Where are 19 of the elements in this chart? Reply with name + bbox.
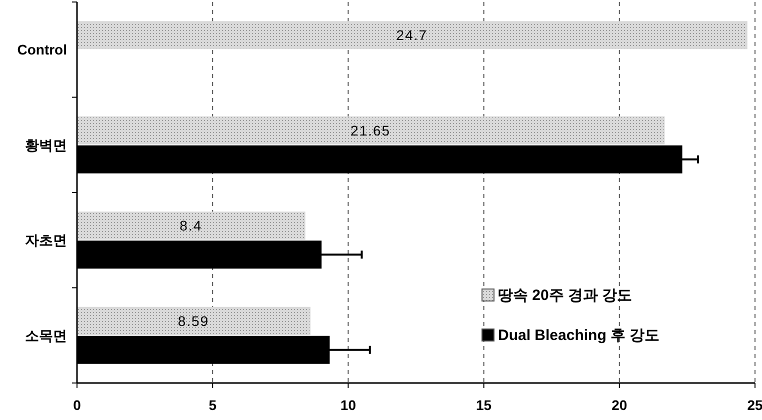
x-tick-label: 20: [612, 397, 628, 413]
legend-label: Dual Bleaching 후 강도: [498, 327, 660, 344]
bar: [76, 306, 310, 335]
data-label: 24.7: [396, 27, 428, 44]
y-tick-label: 자초면: [25, 232, 67, 248]
bar: [76, 116, 665, 144]
y-tick-label: 황벽면: [25, 136, 67, 153]
data-label: 8.59: [178, 312, 210, 329]
y-tick-label: Control: [17, 42, 67, 58]
x-tick-label: 5: [208, 397, 217, 413]
x-tick-label: 0: [73, 397, 82, 413]
x-tick-label: 15: [476, 397, 492, 413]
bar: [76, 212, 306, 240]
bar: [76, 21, 748, 50]
data-label: 21.65: [350, 122, 391, 138]
data-label: 8.4: [180, 218, 202, 234]
legend-label: 땅속 20주 경과 강도: [498, 287, 632, 304]
x-tick-label: 10: [340, 397, 356, 413]
y-tick-label: 소목면: [25, 327, 67, 344]
